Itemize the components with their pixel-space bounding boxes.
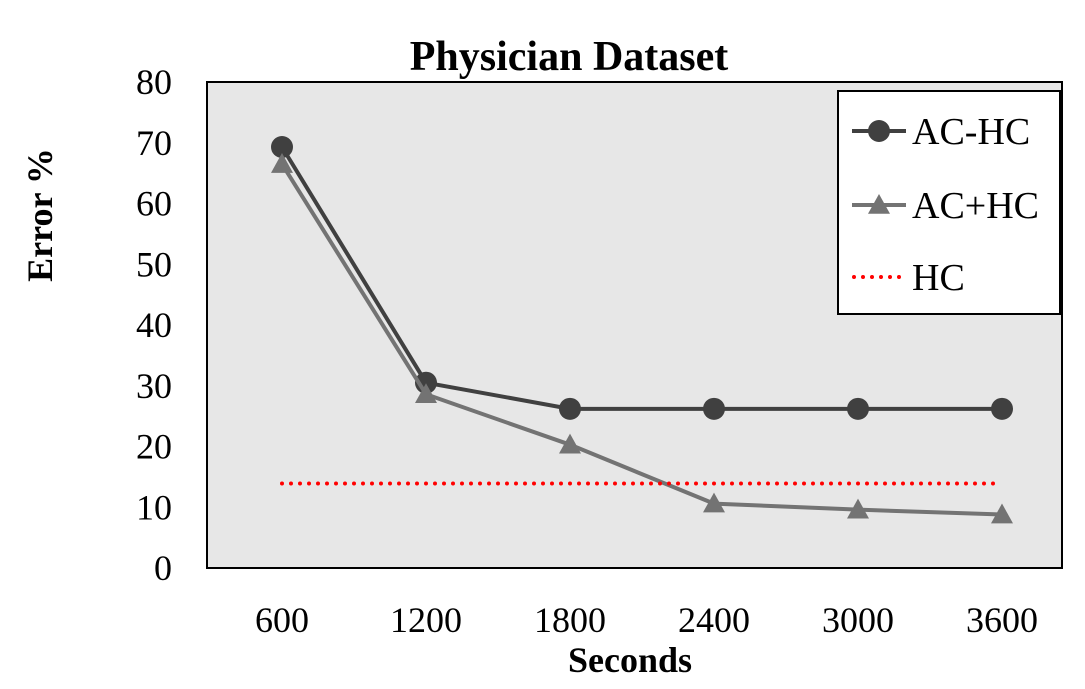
y-tick-label: 50	[136, 244, 172, 284]
y-axis-ticks: 0 10 20 30 40 50 60 70 80	[136, 62, 172, 588]
data-point	[847, 397, 869, 420]
y-tick-label: 0	[154, 548, 172, 588]
x-axis-ticks: 600 1200 1800 2400 3000 3600	[255, 600, 1038, 640]
chart-title: Physician Dataset	[410, 34, 729, 80]
y-axis-title: Error %	[20, 148, 60, 282]
series-layer	[271, 136, 1013, 524]
data-point	[271, 153, 293, 173]
x-tick-label: 1800	[534, 600, 606, 640]
x-tick-label: 3000	[822, 600, 894, 640]
data-point	[991, 503, 1013, 524]
data-point	[703, 397, 725, 420]
legend-marker	[868, 194, 890, 214]
legend-label: HC	[912, 257, 965, 299]
legend-label: AC-HC	[912, 111, 1030, 153]
x-tick-label: 2400	[678, 600, 750, 640]
x-tick-label: 600	[255, 600, 309, 640]
y-tick-label: 30	[136, 366, 172, 406]
series-line	[280, 145, 1002, 411]
x-tick-label: 1200	[390, 600, 462, 640]
data-point	[559, 397, 581, 420]
data-point	[559, 433, 581, 454]
x-axis-title: Seconds	[568, 640, 692, 680]
data-point	[991, 397, 1013, 420]
data-point	[847, 498, 869, 519]
y-tick-label: 70	[136, 123, 172, 163]
y-tick-label: 60	[136, 184, 172, 224]
series-ac-hc	[271, 136, 1013, 420]
series-ac-hc	[271, 153, 1013, 524]
legend-label: AC+HC	[912, 185, 1039, 227]
y-tick-label: 40	[136, 305, 172, 345]
series-line	[280, 162, 1003, 517]
legend-marker	[868, 120, 890, 142]
x-tick-label: 3600	[966, 600, 1038, 640]
legend: AC-HC AC+HC HC	[837, 90, 1061, 315]
data-point	[703, 492, 725, 513]
y-tick-label: 80	[136, 62, 172, 102]
data-point	[271, 136, 293, 159]
y-tick-label: 20	[136, 427, 172, 467]
y-tick-label: 10	[136, 487, 172, 527]
data-point	[415, 383, 437, 404]
